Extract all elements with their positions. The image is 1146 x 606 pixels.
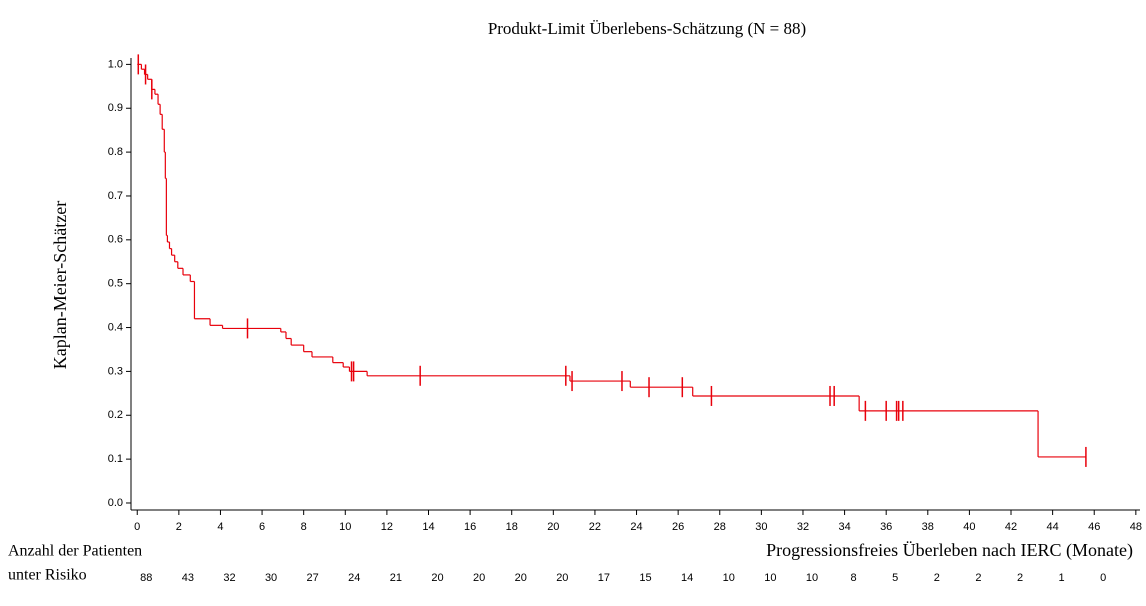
y-tick-label: 0.9	[108, 102, 123, 114]
x-tick-label: 42	[1005, 521, 1017, 533]
at-risk-count: 24	[348, 572, 360, 584]
at-risk-count: 10	[764, 572, 776, 584]
x-tick-label: 20	[547, 521, 559, 533]
x-tick-label: 48	[1130, 521, 1142, 533]
y-tick-label: 0.4	[108, 321, 123, 333]
x-tick-label: 32	[797, 521, 809, 533]
at-risk-label: Anzahl der Patienten	[8, 543, 142, 560]
at-risk-count: 2	[1017, 572, 1023, 584]
x-tick-label: 26	[672, 521, 684, 533]
y-tick-label: 0.2	[108, 409, 123, 421]
at-risk-count: 2	[975, 572, 981, 584]
x-tick-label: 44	[1046, 521, 1058, 533]
y-tick-label: 0.0	[108, 497, 123, 509]
at-risk-count: 20	[556, 572, 568, 584]
x-tick-label: 22	[589, 521, 601, 533]
y-tick-label: 0.1	[108, 453, 123, 465]
x-tick-label: 16	[464, 521, 476, 533]
x-tick-label: 18	[506, 521, 518, 533]
at-risk-count: 20	[515, 572, 527, 584]
x-tick-label: 0	[134, 521, 140, 533]
at-risk-count: 20	[431, 572, 443, 584]
y-tick-label: 0.3	[108, 365, 123, 377]
at-risk-count: 21	[390, 572, 402, 584]
at-risk-count: 8	[851, 572, 857, 584]
y-tick-label: 0.5	[108, 278, 123, 290]
at-risk-count: 5	[892, 572, 898, 584]
x-tick-label: 38	[922, 521, 934, 533]
chart-title: Produkt-Limit Überlebens-Schätzung (N = …	[488, 19, 806, 38]
x-tick-label: 24	[630, 521, 642, 533]
at-risk-count: 10	[806, 572, 818, 584]
at-risk-count: 14	[681, 572, 693, 584]
at-risk-count: 27	[307, 572, 319, 584]
at-risk-count: 2	[934, 572, 940, 584]
at-risk-count: 30	[265, 572, 277, 584]
x-tick-label: 4	[217, 521, 223, 533]
at-risk-label: unter Risiko	[8, 567, 87, 584]
x-tick-label: 8	[301, 521, 307, 533]
y-tick-label: 0.8	[108, 146, 123, 158]
at-risk-count: 15	[639, 572, 651, 584]
x-tick-label: 46	[1088, 521, 1100, 533]
x-tick-label: 14	[422, 521, 434, 533]
at-risk-count: 43	[182, 572, 194, 584]
x-tick-label: 30	[755, 521, 767, 533]
x-tick-label: 34	[838, 521, 850, 533]
x-axis-label: Progressionsfreies Überleben nach IERC (…	[766, 540, 1133, 561]
y-axis-label: Kaplan-Meier-Schätzer	[50, 201, 70, 370]
at-risk-count: 0	[1100, 572, 1106, 584]
at-risk-count: 1	[1059, 572, 1065, 584]
y-tick-label: 1.0	[108, 58, 123, 70]
at-risk-count: 32	[223, 572, 235, 584]
x-tick-label: 40	[963, 521, 975, 533]
y-tick-label: 0.7	[108, 190, 123, 202]
at-risk-count: 17	[598, 572, 610, 584]
x-tick-label: 2	[176, 521, 182, 533]
x-tick-label: 36	[880, 521, 892, 533]
x-tick-label: 6	[259, 521, 265, 533]
x-tick-label: 10	[339, 521, 351, 533]
x-tick-label: 28	[714, 521, 726, 533]
at-risk-count: 20	[473, 572, 485, 584]
at-risk-count: 10	[723, 572, 735, 584]
at-risk-count: 88	[140, 572, 152, 584]
y-tick-label: 0.6	[108, 234, 123, 246]
x-tick-label: 12	[381, 521, 393, 533]
